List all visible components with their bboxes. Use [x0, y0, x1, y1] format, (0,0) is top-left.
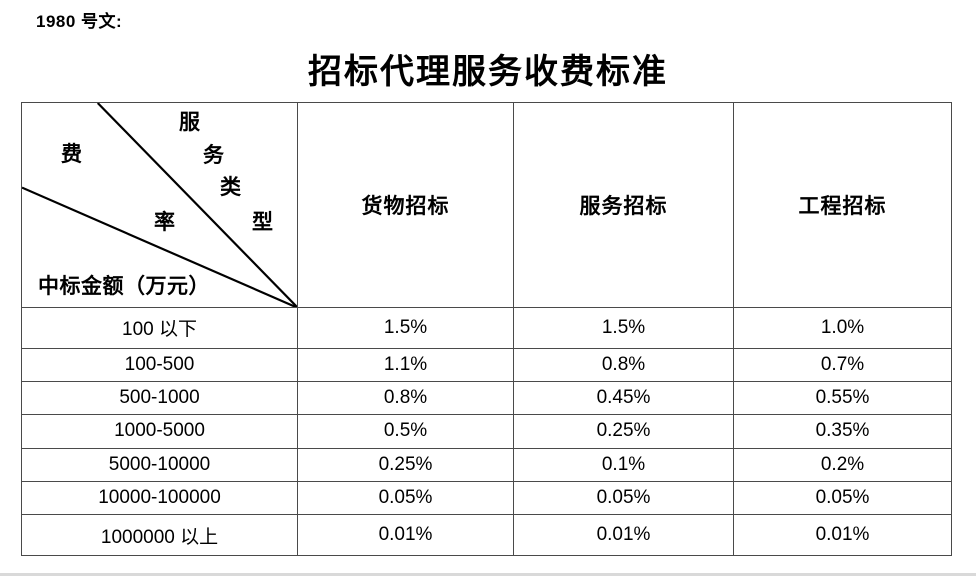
corner-amount-label: 中标金额（万元）	[38, 274, 210, 298]
column-header-goods: 货物招标	[297, 102, 514, 308]
corner-type-label-char: 类	[220, 175, 241, 199]
rate-cell-services: 1.5%	[513, 307, 734, 349]
rate-cell-services: 0.8%	[513, 347, 734, 382]
rate-cell-goods: 1.1%	[297, 347, 514, 382]
column-header-services: 服务招标	[513, 102, 734, 308]
amount-range-cell: 1000-5000	[21, 414, 298, 449]
amount-range-cell: 10000-100000	[21, 480, 298, 516]
rate-cell-goods: 1.5%	[297, 307, 514, 349]
table-row: 100 以下 1.5% 1.5% 1.0%	[21, 307, 952, 349]
rate-cell-goods: 0.8%	[297, 380, 514, 416]
rate-cell-engineering: 0.7%	[733, 347, 952, 382]
rate-cell-goods: 0.5%	[297, 414, 514, 449]
table-header-row: 服 务 类 型 费 率 中标金额（万元） 货物招标 服务招标 工程招标	[21, 102, 952, 308]
table-row: 1000-5000 0.5% 0.25% 0.35%	[21, 414, 952, 449]
rate-cell-engineering: 1.0%	[733, 307, 952, 349]
rate-cell-engineering: 0.35%	[733, 414, 952, 449]
amount-range-cell: 100-500	[21, 347, 298, 382]
rate-cell-engineering: 0.05%	[733, 480, 952, 516]
rate-cell-goods: 0.05%	[297, 480, 514, 516]
fee-table: 服 务 类 型 费 率 中标金额（万元） 货物招标 服务招标 工程招标 100 …	[21, 102, 952, 556]
column-header-engineering: 工程招标	[733, 102, 952, 308]
table-row: 5000-10000 0.25% 0.1% 0.2%	[21, 447, 952, 482]
table-row: 1000000 以上 0.01% 0.01% 0.01%	[21, 514, 952, 556]
rate-cell-services: 0.05%	[513, 480, 734, 516]
page-title: 招标代理服务收费标准	[308, 54, 668, 91]
table-row: 10000-100000 0.05% 0.05% 0.05%	[21, 480, 952, 516]
corner-rate-label-char: 率	[154, 210, 175, 234]
rate-cell-services: 0.1%	[513, 447, 734, 482]
table-row: 500-1000 0.8% 0.45% 0.55%	[21, 380, 952, 416]
diagonal-header-cell: 服 务 类 型 费 率 中标金额（万元）	[21, 102, 298, 308]
rate-cell-services: 0.45%	[513, 380, 734, 416]
rate-cell-goods: 0.25%	[297, 447, 514, 482]
amount-range-cell: 500-1000	[21, 380, 298, 416]
amount-range-cell: 100 以下	[21, 307, 298, 349]
rate-cell-goods: 0.01%	[297, 514, 514, 556]
diagonal-divider-lines	[22, 103, 297, 307]
corner-type-label-char: 型	[252, 210, 273, 234]
page-bottom-edge	[0, 573, 976, 576]
rate-cell-services: 0.01%	[513, 514, 734, 556]
corner-type-label-char: 服	[179, 110, 200, 134]
rate-cell-engineering: 0.2%	[733, 447, 952, 482]
table-row: 100-500 1.1% 0.8% 0.7%	[21, 347, 952, 382]
rate-cell-engineering: 0.55%	[733, 380, 952, 416]
amount-range-cell: 5000-10000	[21, 447, 298, 482]
doc-ref-label: 1980 号文:	[36, 12, 123, 31]
corner-rate-label-char: 费	[61, 142, 82, 166]
rate-cell-services: 0.25%	[513, 414, 734, 449]
corner-type-label-char: 务	[203, 143, 224, 167]
amount-range-cell: 1000000 以上	[21, 514, 298, 556]
rate-cell-engineering: 0.01%	[733, 514, 952, 556]
